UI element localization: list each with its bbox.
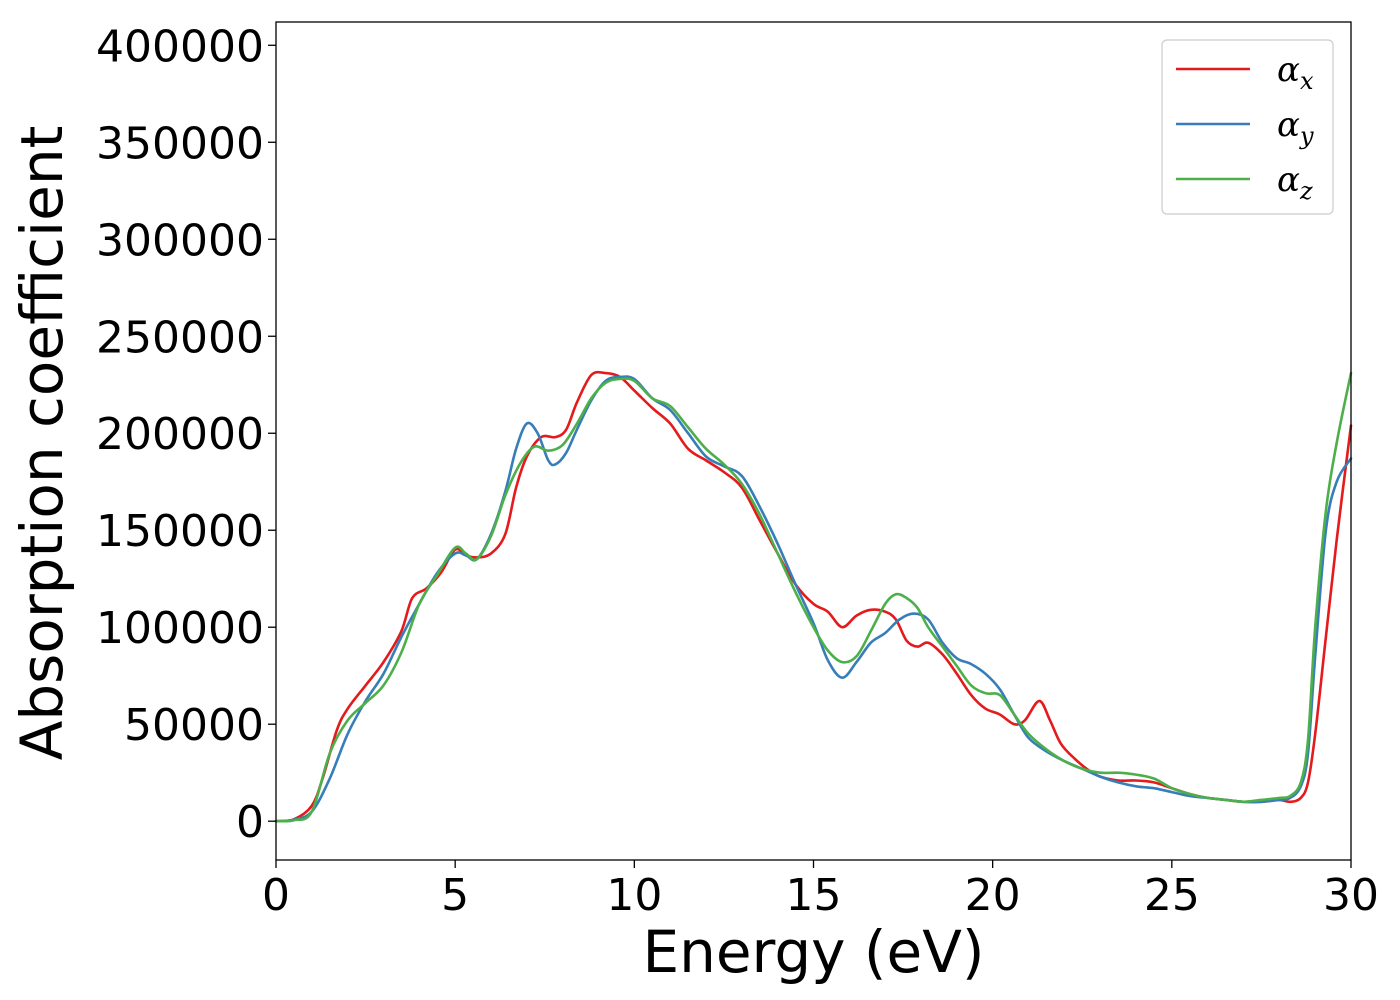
x-tick-label: 30 [1323,870,1379,921]
x-axis-ticks: 0 5 10 15 20 25 30 [262,860,1379,921]
y-axis-ticks: 0 50000 100000 150000 200000 250000 300000 3500… [96,21,276,848]
y-tick-label: 100000 [96,603,264,654]
series-line-alpha-z [274,371,1353,823]
x-tick-label: 0 [262,870,290,921]
legend-box [1161,39,1334,215]
x-tick-label: 5 [441,870,469,921]
y-tick-label: 400000 [96,21,264,72]
y-tick-label: 200000 [96,409,264,460]
legend: αx αy αz [1161,39,1334,215]
x-axis-title: Energy (eV) [642,918,984,986]
y-axis-title: Absorption coefficient [8,126,76,761]
y-tick-label: 250000 [96,312,264,363]
series-lines [274,370,1353,823]
x-tick-label: 10 [606,870,662,921]
plot-frame [275,21,1352,861]
y-tick-label: 50000 [124,700,264,751]
y-tick-label: 350000 [96,118,264,169]
legend-label-alpha-z: αz [1277,160,1313,205]
legend-label-alpha-y: αy [1277,105,1314,150]
legend-label-alpha-x: αx [1277,50,1314,95]
y-tick-label: 0 [236,797,264,848]
x-tick-label: 25 [1144,870,1200,921]
y-tick-label: 150000 [96,506,264,557]
series-line-alpha-y [274,375,1353,823]
y-tick-label: 300000 [96,215,264,266]
series-line-alpha-x [274,370,1353,823]
x-tick-label: 15 [786,870,842,921]
x-tick-label: 20 [965,870,1021,921]
